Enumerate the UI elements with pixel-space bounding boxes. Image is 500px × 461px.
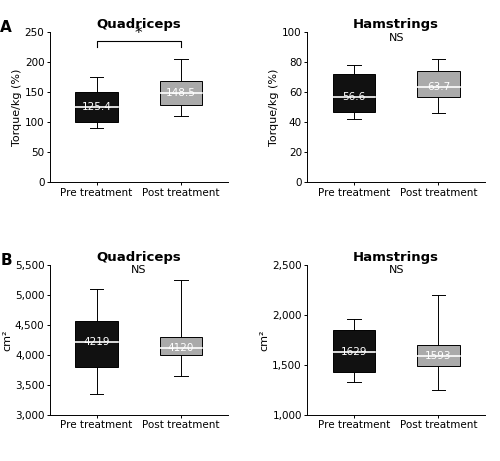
- Title: Quadriceps: Quadriceps: [96, 18, 181, 31]
- Bar: [418, 345, 460, 366]
- Text: 1629: 1629: [340, 347, 367, 357]
- Text: NS: NS: [131, 266, 146, 275]
- Bar: [160, 337, 202, 355]
- Text: 125.4: 125.4: [82, 102, 112, 112]
- Title: Hamstrings: Hamstrings: [353, 18, 439, 31]
- Text: 4219: 4219: [84, 337, 110, 347]
- Bar: [76, 92, 118, 122]
- Text: B: B: [0, 253, 12, 268]
- Text: 4120: 4120: [168, 343, 194, 353]
- Text: 63.7: 63.7: [427, 82, 450, 92]
- Text: 56.6: 56.6: [342, 92, 365, 102]
- Y-axis label: Torque/kg (%): Torque/kg (%): [270, 69, 280, 146]
- Y-axis label: cm²: cm²: [260, 329, 270, 351]
- Bar: [76, 321, 118, 367]
- Text: A: A: [0, 20, 12, 35]
- Y-axis label: cm²: cm²: [2, 329, 12, 351]
- Title: Hamstrings: Hamstrings: [353, 251, 439, 264]
- Text: *: *: [135, 25, 142, 41]
- Text: 148.5: 148.5: [166, 88, 196, 98]
- Text: NS: NS: [388, 33, 404, 43]
- Y-axis label: Torque/kg (%): Torque/kg (%): [12, 69, 22, 146]
- Bar: [160, 82, 202, 106]
- Title: Quadriceps: Quadriceps: [96, 251, 181, 264]
- Text: 1593: 1593: [425, 350, 452, 361]
- Bar: [333, 74, 375, 112]
- Bar: [418, 71, 460, 97]
- Text: NS: NS: [388, 266, 404, 275]
- Bar: [333, 330, 375, 372]
